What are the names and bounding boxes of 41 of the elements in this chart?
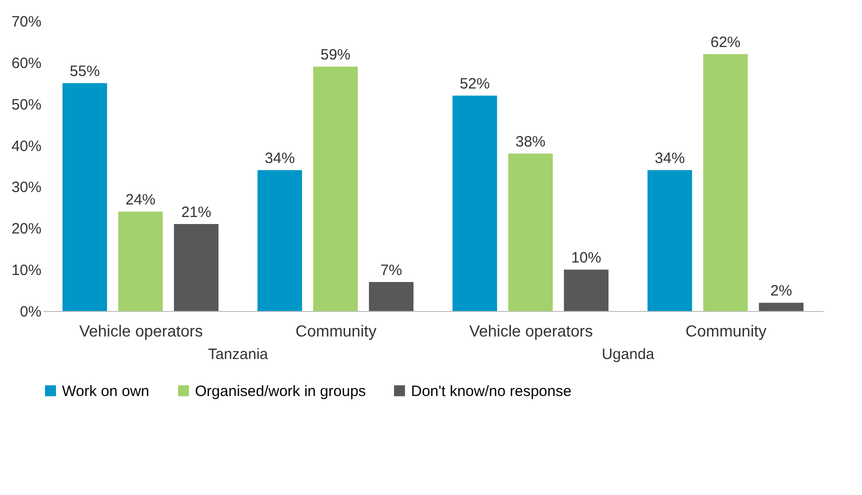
y-tick-label: 40% [11, 138, 42, 155]
x-tick-label: Vehicle operators [469, 324, 593, 340]
data-label: 38% [515, 134, 546, 151]
data-label: 7% [380, 262, 402, 279]
bar [564, 270, 608, 311]
bar [258, 170, 302, 311]
x-tick-label: Community [296, 324, 376, 340]
data-label: 62% [710, 34, 741, 52]
y-tick-label: 60% [11, 54, 42, 72]
text: Uganda [602, 346, 655, 363]
bar [648, 170, 692, 311]
bar [703, 54, 748, 311]
legend-label: Organised/work in groups [195, 382, 366, 400]
y-tick-label: 20% [11, 220, 42, 238]
text: Tanzania [208, 346, 269, 363]
legend-label: Work on own [62, 382, 150, 400]
bar [174, 224, 218, 311]
legend-label: Don't know/no response [411, 382, 572, 400]
bar [118, 212, 163, 311]
x-tick-label: Community [686, 324, 766, 340]
y-tick-label: 70% [11, 14, 42, 30]
data-label: 34% [654, 150, 685, 168]
data-label: 24% [125, 192, 156, 209]
bar [313, 66, 358, 311]
data-label: 2% [770, 282, 792, 300]
y-tick-label: 10% [11, 262, 42, 280]
x-tick-label: Vehicle operators [79, 324, 203, 340]
bar [368, 282, 414, 311]
bar [508, 154, 553, 311]
data-label: 10% [571, 250, 602, 267]
y-tick-label: 0% [20, 304, 42, 320]
y-tick-label: 50% [11, 96, 42, 114]
data-label: 59% [320, 46, 351, 64]
bar [452, 96, 498, 311]
data-label: 52% [460, 76, 490, 93]
bar [62, 83, 108, 311]
y-tick-label: 30% [11, 179, 42, 196]
bar [758, 302, 804, 311]
data-label: 55% [70, 63, 100, 80]
data-label: 34% [264, 150, 295, 168]
data-label: 21% [181, 204, 212, 221]
